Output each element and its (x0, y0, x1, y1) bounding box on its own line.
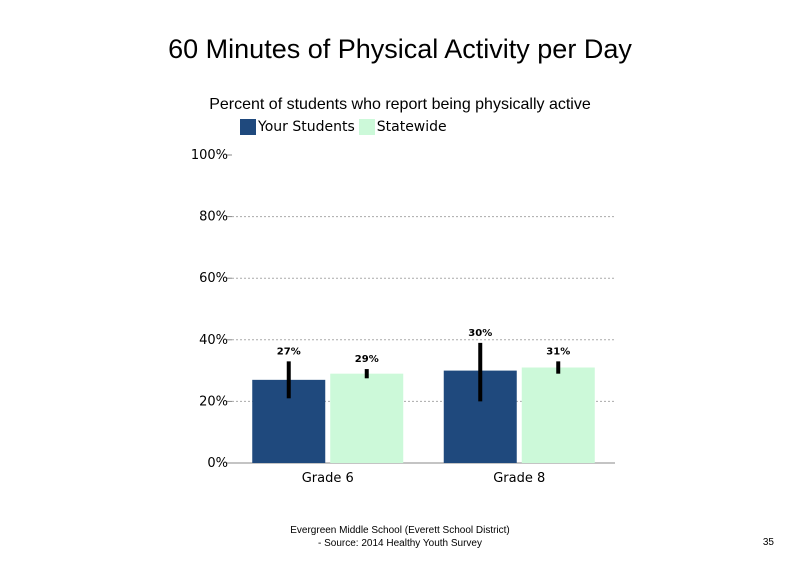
legend-label-your-students: Your Students (258, 119, 355, 135)
y-tick-label: 100% (191, 148, 228, 163)
x-tick-label: Grade 6 (302, 471, 354, 486)
x-tick-label: Grade 8 (493, 471, 545, 486)
data-label: 30% (468, 328, 492, 339)
footer-source: Evergreen Middle School (Everett School … (250, 524, 550, 550)
data-label: 31% (546, 346, 570, 357)
legend-swatch-statewide (358, 119, 375, 135)
legend-item-your-students: Your Students (240, 119, 355, 135)
data-label: 29% (355, 354, 379, 365)
y-tick-label: 80% (199, 210, 228, 225)
bar (521, 367, 595, 463)
footer-line-school: Evergreen Middle School (Everett School … (290, 525, 510, 536)
y-tick-label: 20% (199, 394, 228, 409)
legend: Your Students Statewide (240, 118, 451, 136)
legend-label-statewide: Statewide (376, 119, 447, 135)
data-label: 27% (277, 346, 301, 357)
chart-title: 60 Minutes of Physical Activity per Day (168, 34, 632, 64)
footer-line-source: - Source: 2014 Healthy Youth Survey (318, 538, 482, 549)
page-number: 35 (762, 537, 774, 548)
y-tick-label: 40% (199, 333, 228, 348)
y-tick-label: 60% (199, 271, 228, 286)
legend-item-statewide: Statewide (358, 119, 447, 135)
bar (330, 373, 404, 463)
y-tick-label: 0% (207, 456, 228, 471)
legend-swatch-your-students (240, 119, 256, 135)
chart-subtitle: Percent of students who report being phy… (209, 96, 591, 113)
